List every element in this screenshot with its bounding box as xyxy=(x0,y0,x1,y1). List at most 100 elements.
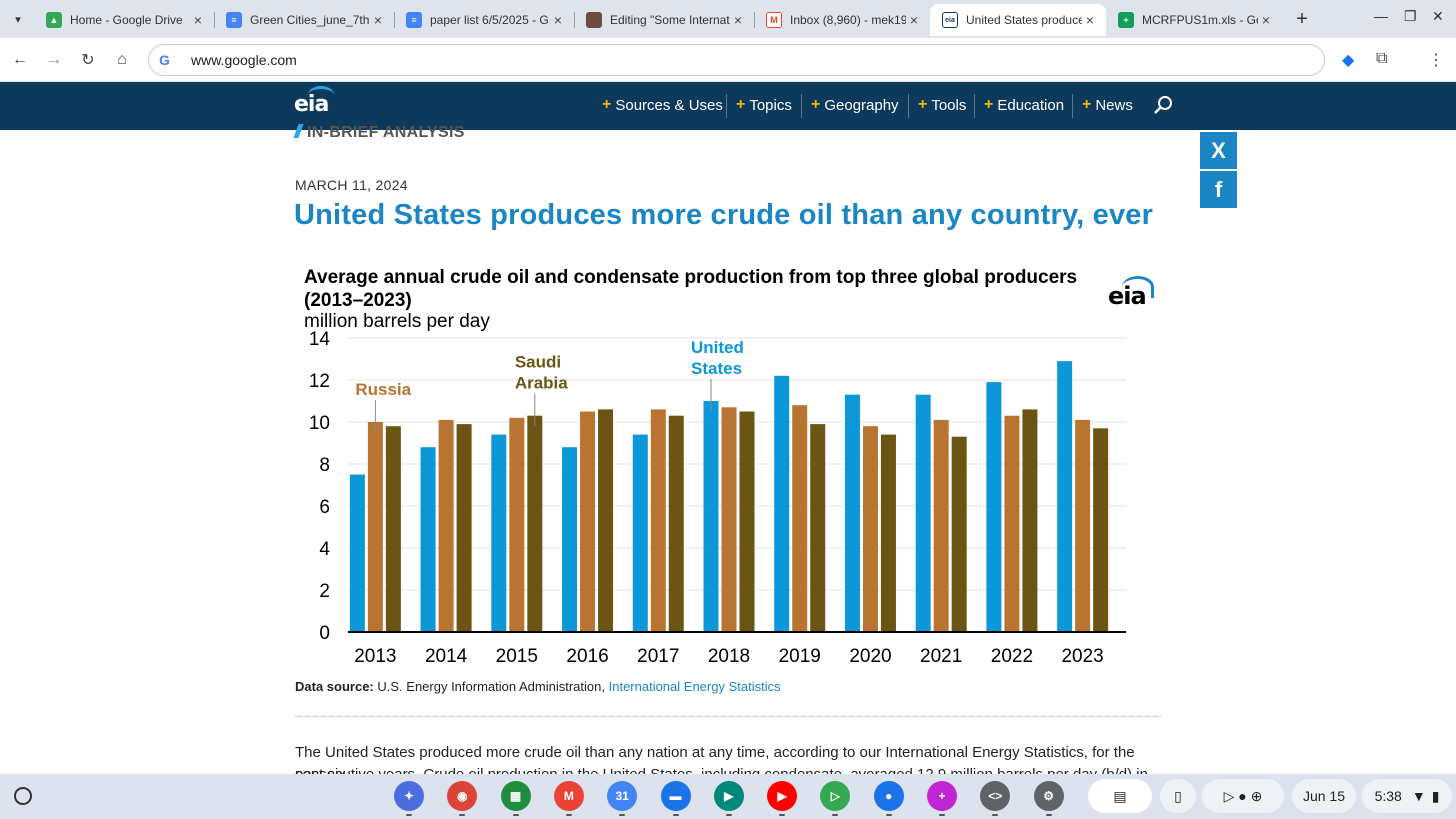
x-tick-label: 2018 xyxy=(708,646,750,667)
divider xyxy=(295,716,1161,717)
home-icon[interactable]: ⌂ xyxy=(117,51,127,68)
data-source: Data source: U.S. Energy Information Adm… xyxy=(295,679,781,694)
screencast-icon[interactable]: + xyxy=(927,781,957,811)
bar-russia-2019 xyxy=(792,405,808,632)
reload-icon[interactable]: ↻ xyxy=(81,52,95,69)
forward-icon[interactable]: → xyxy=(46,51,62,68)
minimize-icon[interactable]: — xyxy=(1374,8,1388,24)
status-icons[interactable]: ▷ ● ⊕ xyxy=(1202,779,1284,813)
x-tick-label: 2021 xyxy=(920,646,962,667)
kebab-menu-icon[interactable]: ⋮ xyxy=(1428,52,1444,69)
facebook-share-icon[interactable]: f xyxy=(1200,171,1237,208)
docs-icon: ≡ xyxy=(406,12,422,28)
tab-search-icon[interactable]: ▾ xyxy=(15,13,21,26)
close-tab-icon[interactable]: × xyxy=(193,12,203,28)
x-tick-label: 2023 xyxy=(1061,646,1103,667)
bar-united-states-2014 xyxy=(420,447,436,632)
gemini-icon[interactable]: ✦ xyxy=(394,781,424,811)
plus-icon: + xyxy=(1082,96,1092,113)
production-chart: Average annual crude oil and condensate … xyxy=(294,262,1160,672)
gmail-icon[interactable]: M xyxy=(553,781,584,811)
tab-strip: ▾ ▲ Home - Google Drive × ≡ Green Cities… xyxy=(0,0,1456,38)
bar-russia-2017 xyxy=(650,409,666,632)
browser-toolbar: ← → ↻ ⌂ G www.google.com ◆ ⧉ ⋮ xyxy=(0,38,1456,82)
close-window-icon[interactable]: ✕ xyxy=(1432,8,1444,24)
bar-russia-2013 xyxy=(367,422,383,632)
tab-green-cities[interactable]: ≡ Green Cities_june_7th × xyxy=(214,4,394,36)
tab-separator xyxy=(394,12,395,28)
tab-paper-list[interactable]: ≡ paper list 6/5/2025 - G × xyxy=(394,4,574,36)
tab-eia-active[interactable]: eia United States produce × xyxy=(930,4,1106,36)
bar-russia-2021 xyxy=(933,419,949,632)
phone-hub-icon[interactable]: ▯ xyxy=(1160,779,1196,813)
app-grid-icon[interactable]: ▦ xyxy=(500,781,531,811)
x-tick-label: 2019 xyxy=(779,646,821,667)
youtube-icon[interactable]: ▶ xyxy=(767,781,798,811)
bar-russia-2023 xyxy=(1075,419,1091,632)
plus-icon: + xyxy=(736,96,746,113)
tab-separator xyxy=(574,12,575,28)
tab-editing[interactable]: Editing "Some Internat × xyxy=(574,4,754,36)
running-indicator xyxy=(406,814,412,816)
tab-inbox[interactable]: M Inbox (8,960) - mek19 × xyxy=(754,4,930,36)
close-tab-icon[interactable]: × xyxy=(373,12,383,28)
y-tick-label: 8 xyxy=(319,455,330,476)
restore-icon[interactable]: ❐ xyxy=(1404,8,1417,24)
running-indicator xyxy=(672,814,679,816)
dev-icon[interactable]: <> xyxy=(980,781,1011,811)
eia-logo[interactable]: eia xyxy=(294,86,334,117)
close-tab-icon[interactable]: × xyxy=(1085,12,1095,28)
nav-topics[interactable]: + Topics xyxy=(736,96,792,114)
x-tick-label: 2014 xyxy=(425,646,468,667)
tab-sheets[interactable]: + MCRFPUS1m.xls - Go × xyxy=(1106,4,1282,36)
tab-google-drive[interactable]: ▲ Home - Google Drive × xyxy=(34,4,214,36)
address-bar[interactable]: G www.google.com xyxy=(148,44,1325,76)
bar-saudi-arabia-2019 xyxy=(810,424,826,632)
bar-united-states-2013 xyxy=(349,474,365,632)
date-display[interactable]: Jun 15 xyxy=(1292,779,1356,813)
search-icon[interactable] xyxy=(1152,94,1174,116)
play-store-icon[interactable]: ▷ xyxy=(820,781,851,811)
extension-icon[interactable]: ◆ xyxy=(1342,52,1355,69)
chrome-icon[interactable]: ◉ xyxy=(447,781,478,811)
close-tab-icon[interactable]: × xyxy=(733,12,743,28)
nav-news[interactable]: + News xyxy=(1082,96,1133,114)
close-tab-icon[interactable]: × xyxy=(1261,12,1271,28)
nav-sources-uses[interactable]: + Sources & Uses xyxy=(602,96,723,114)
meet-icon[interactable]: ▶ xyxy=(713,781,744,811)
bar-united-states-2018 xyxy=(703,401,719,632)
bar-saudi-arabia-2020 xyxy=(880,434,896,632)
files-icon[interactable]: ▬ xyxy=(660,781,691,811)
settings-icon[interactable]: ⚙ xyxy=(1033,781,1064,811)
chart-eia-logo: eia xyxy=(1108,276,1154,310)
photo-icon xyxy=(586,12,602,28)
x-tick-label: 2016 xyxy=(566,646,608,667)
twitter-share-icon[interactable]: X xyxy=(1200,132,1237,169)
annotation-label: United xyxy=(691,338,744,357)
back-icon[interactable]: ← xyxy=(12,51,28,68)
screen-preview-icon[interactable]: ▤ xyxy=(1088,779,1152,813)
new-tab-button[interactable]: + xyxy=(1296,8,1308,30)
bar-russia-2020 xyxy=(862,426,878,632)
bar-saudi-arabia-2014 xyxy=(456,424,472,632)
running-indicator xyxy=(885,814,892,816)
gmail-icon: M xyxy=(766,12,782,28)
nav-tools[interactable]: + Tools xyxy=(918,96,967,114)
wifi-icon: ▼ xyxy=(1411,788,1426,804)
extensions-puzzle-icon[interactable]: ⧉ xyxy=(1376,50,1388,67)
clock-tray[interactable]: 5:38 ▼ ▮ xyxy=(1362,779,1452,813)
calendar-icon[interactable]: 31 xyxy=(607,781,638,811)
page-title: United States produces more crude oil th… xyxy=(294,199,1154,231)
plus-icon: + xyxy=(918,96,928,113)
nav-education[interactable]: + Education xyxy=(984,96,1065,114)
article-paragraph-cut: consecutive years. Crude oil production … xyxy=(295,764,1161,774)
source-link[interactable]: International Energy Statistics xyxy=(608,679,781,694)
close-tab-icon[interactable]: × xyxy=(909,12,919,28)
launcher-icon[interactable] xyxy=(14,787,32,805)
x-tick-label: 2020 xyxy=(849,646,891,667)
nav-geography[interactable]: + Geography xyxy=(811,96,899,114)
messages-icon[interactable]: ● xyxy=(873,781,904,811)
plus-icon: + xyxy=(984,96,994,113)
close-tab-icon[interactable]: × xyxy=(553,12,563,28)
eia-navigation: eia + Sources & Uses + Topics + Geography +… xyxy=(0,82,1456,130)
